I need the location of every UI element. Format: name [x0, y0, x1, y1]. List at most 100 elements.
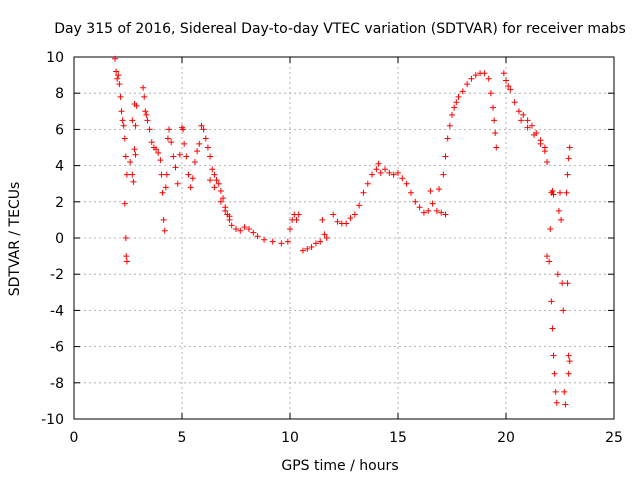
data-point-marker	[440, 171, 447, 178]
data-point-marker	[507, 86, 514, 93]
data-point-marker	[351, 211, 358, 218]
y-tick-label: 6	[55, 122, 64, 138]
data-point-marker	[207, 177, 214, 184]
y-tick-label: 10	[46, 50, 64, 66]
data-point-marker	[113, 68, 120, 75]
data-point-marker	[119, 117, 126, 124]
data-point-marker	[436, 186, 443, 193]
data-point-marker	[464, 81, 471, 88]
data-point-marker	[451, 104, 458, 111]
data-point-marker	[416, 204, 423, 211]
data-point-marker	[524, 124, 531, 131]
data-point-marker	[544, 253, 551, 260]
data-point-marker	[564, 171, 571, 178]
data-point-marker	[217, 198, 224, 205]
data-point-marker	[129, 171, 136, 178]
data-point-marker	[347, 215, 354, 222]
data-point-marker	[459, 88, 466, 95]
data-point-marker	[531, 131, 538, 138]
data-point-marker	[141, 93, 148, 100]
data-point-marker	[222, 207, 229, 214]
data-point-marker	[433, 207, 440, 214]
data-point-marker	[202, 135, 209, 142]
data-point-marker	[487, 90, 494, 97]
data-point-marker	[364, 180, 371, 187]
data-point-marker	[403, 180, 410, 187]
data-point-marker	[228, 222, 235, 229]
data-point-marker	[131, 146, 138, 153]
x-tick-label: 10	[281, 430, 299, 446]
data-point-marker	[168, 139, 175, 146]
data-point-marker	[547, 225, 554, 232]
data-point-marker	[427, 187, 434, 194]
data-point-marker	[133, 102, 140, 109]
data-point-marker	[213, 177, 220, 184]
data-point-marker	[565, 155, 572, 162]
data-point-marker	[207, 153, 214, 160]
data-point-marker	[565, 370, 572, 377]
data-point-marker	[518, 117, 525, 124]
data-point-marker	[183, 153, 190, 160]
x-tick-label: 25	[605, 430, 623, 446]
data-point-marker	[442, 211, 449, 218]
y-tick-label: 0	[55, 231, 64, 247]
data-point-marker	[407, 189, 414, 196]
y-tick-label: 8	[55, 86, 64, 102]
data-point-marker	[118, 108, 125, 115]
data-point-marker	[552, 388, 559, 395]
data-point-marker	[157, 157, 164, 164]
data-point-marker	[269, 238, 276, 245]
data-point-marker	[312, 240, 319, 247]
data-point-marker	[490, 104, 497, 111]
data-point-marker	[560, 307, 567, 314]
data-point-marker	[550, 191, 557, 198]
data-point-marker	[356, 202, 363, 209]
data-point-marker	[566, 144, 573, 151]
data-point-marker	[524, 117, 531, 124]
data-point-marker	[191, 158, 198, 165]
data-point-marker	[116, 81, 123, 88]
data-point-marker	[233, 225, 239, 232]
data-point-marker	[250, 229, 257, 236]
data-point-marker	[553, 399, 560, 406]
data-point-marker	[143, 111, 150, 118]
data-point-marker	[172, 164, 179, 171]
data-point-marker	[330, 211, 337, 218]
data-point-marker	[493, 144, 500, 151]
data-point-marker	[369, 171, 376, 178]
data-point-marker	[546, 258, 553, 265]
data-point-marker	[254, 233, 261, 240]
data-point-marker	[304, 245, 311, 252]
data-point-marker	[442, 153, 449, 160]
data-point-marker	[132, 122, 139, 129]
data-point-marker	[217, 187, 224, 194]
data-point-marker	[511, 99, 518, 106]
data-point-marker	[162, 184, 169, 191]
data-point-marker	[245, 225, 252, 232]
data-point-marker	[420, 209, 427, 216]
y-tick-label: 2	[55, 195, 64, 211]
y-tick-label: -10	[41, 412, 64, 428]
data-point-marker	[561, 388, 568, 395]
data-point-marker	[237, 227, 244, 234]
data-point-marker	[551, 370, 558, 377]
data-point-marker	[112, 55, 119, 62]
data-point-marker	[429, 200, 436, 207]
axis-ticks	[73, 56, 615, 420]
data-point-marker	[146, 126, 153, 133]
data-point-marker	[170, 153, 177, 160]
data-point-marker	[158, 171, 165, 178]
data-point-marker	[132, 151, 139, 158]
data-point-marker	[491, 117, 498, 124]
data-point-marker	[549, 325, 556, 332]
data-point-marker	[123, 258, 130, 265]
data-point-marker	[181, 140, 188, 147]
y-tick-label: -4	[50, 303, 64, 319]
data-point-marker	[390, 171, 397, 178]
data-point-marker	[412, 198, 419, 205]
y-tick-label: 4	[55, 159, 64, 175]
x-axis-label: GPS time / hours	[281, 458, 398, 474]
data-point-marker	[554, 271, 561, 278]
data-markers	[112, 55, 573, 408]
